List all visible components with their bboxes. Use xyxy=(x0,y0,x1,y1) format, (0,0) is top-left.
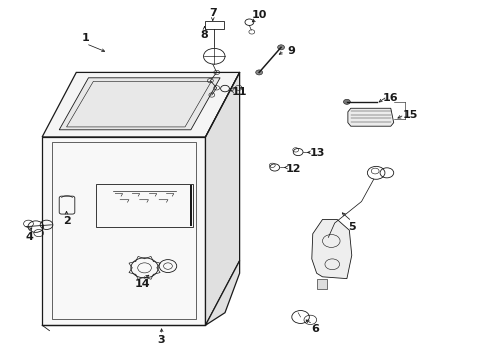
Text: 11: 11 xyxy=(231,87,247,97)
Text: 1: 1 xyxy=(82,33,90,43)
Circle shape xyxy=(255,70,262,75)
Polygon shape xyxy=(59,78,220,130)
Circle shape xyxy=(277,45,284,50)
Text: 3: 3 xyxy=(158,334,165,345)
Polygon shape xyxy=(42,72,239,137)
Polygon shape xyxy=(205,72,239,325)
Text: 5: 5 xyxy=(347,222,355,231)
Text: 14: 14 xyxy=(134,279,150,289)
Polygon shape xyxy=(205,261,239,325)
Polygon shape xyxy=(42,137,205,325)
Text: 12: 12 xyxy=(285,164,301,174)
FancyBboxPatch shape xyxy=(316,279,327,289)
Text: 15: 15 xyxy=(402,111,417,121)
Text: 2: 2 xyxy=(62,216,70,226)
Circle shape xyxy=(343,99,349,104)
Text: 13: 13 xyxy=(309,148,325,158)
Text: 7: 7 xyxy=(208,8,216,18)
Polygon shape xyxy=(311,220,351,279)
Text: 6: 6 xyxy=(311,324,319,334)
Text: 4: 4 xyxy=(25,232,33,242)
Polygon shape xyxy=(347,108,393,126)
Text: 16: 16 xyxy=(382,93,398,103)
Text: 8: 8 xyxy=(200,30,208,40)
Text: 10: 10 xyxy=(251,10,266,20)
Text: 9: 9 xyxy=(286,46,294,56)
